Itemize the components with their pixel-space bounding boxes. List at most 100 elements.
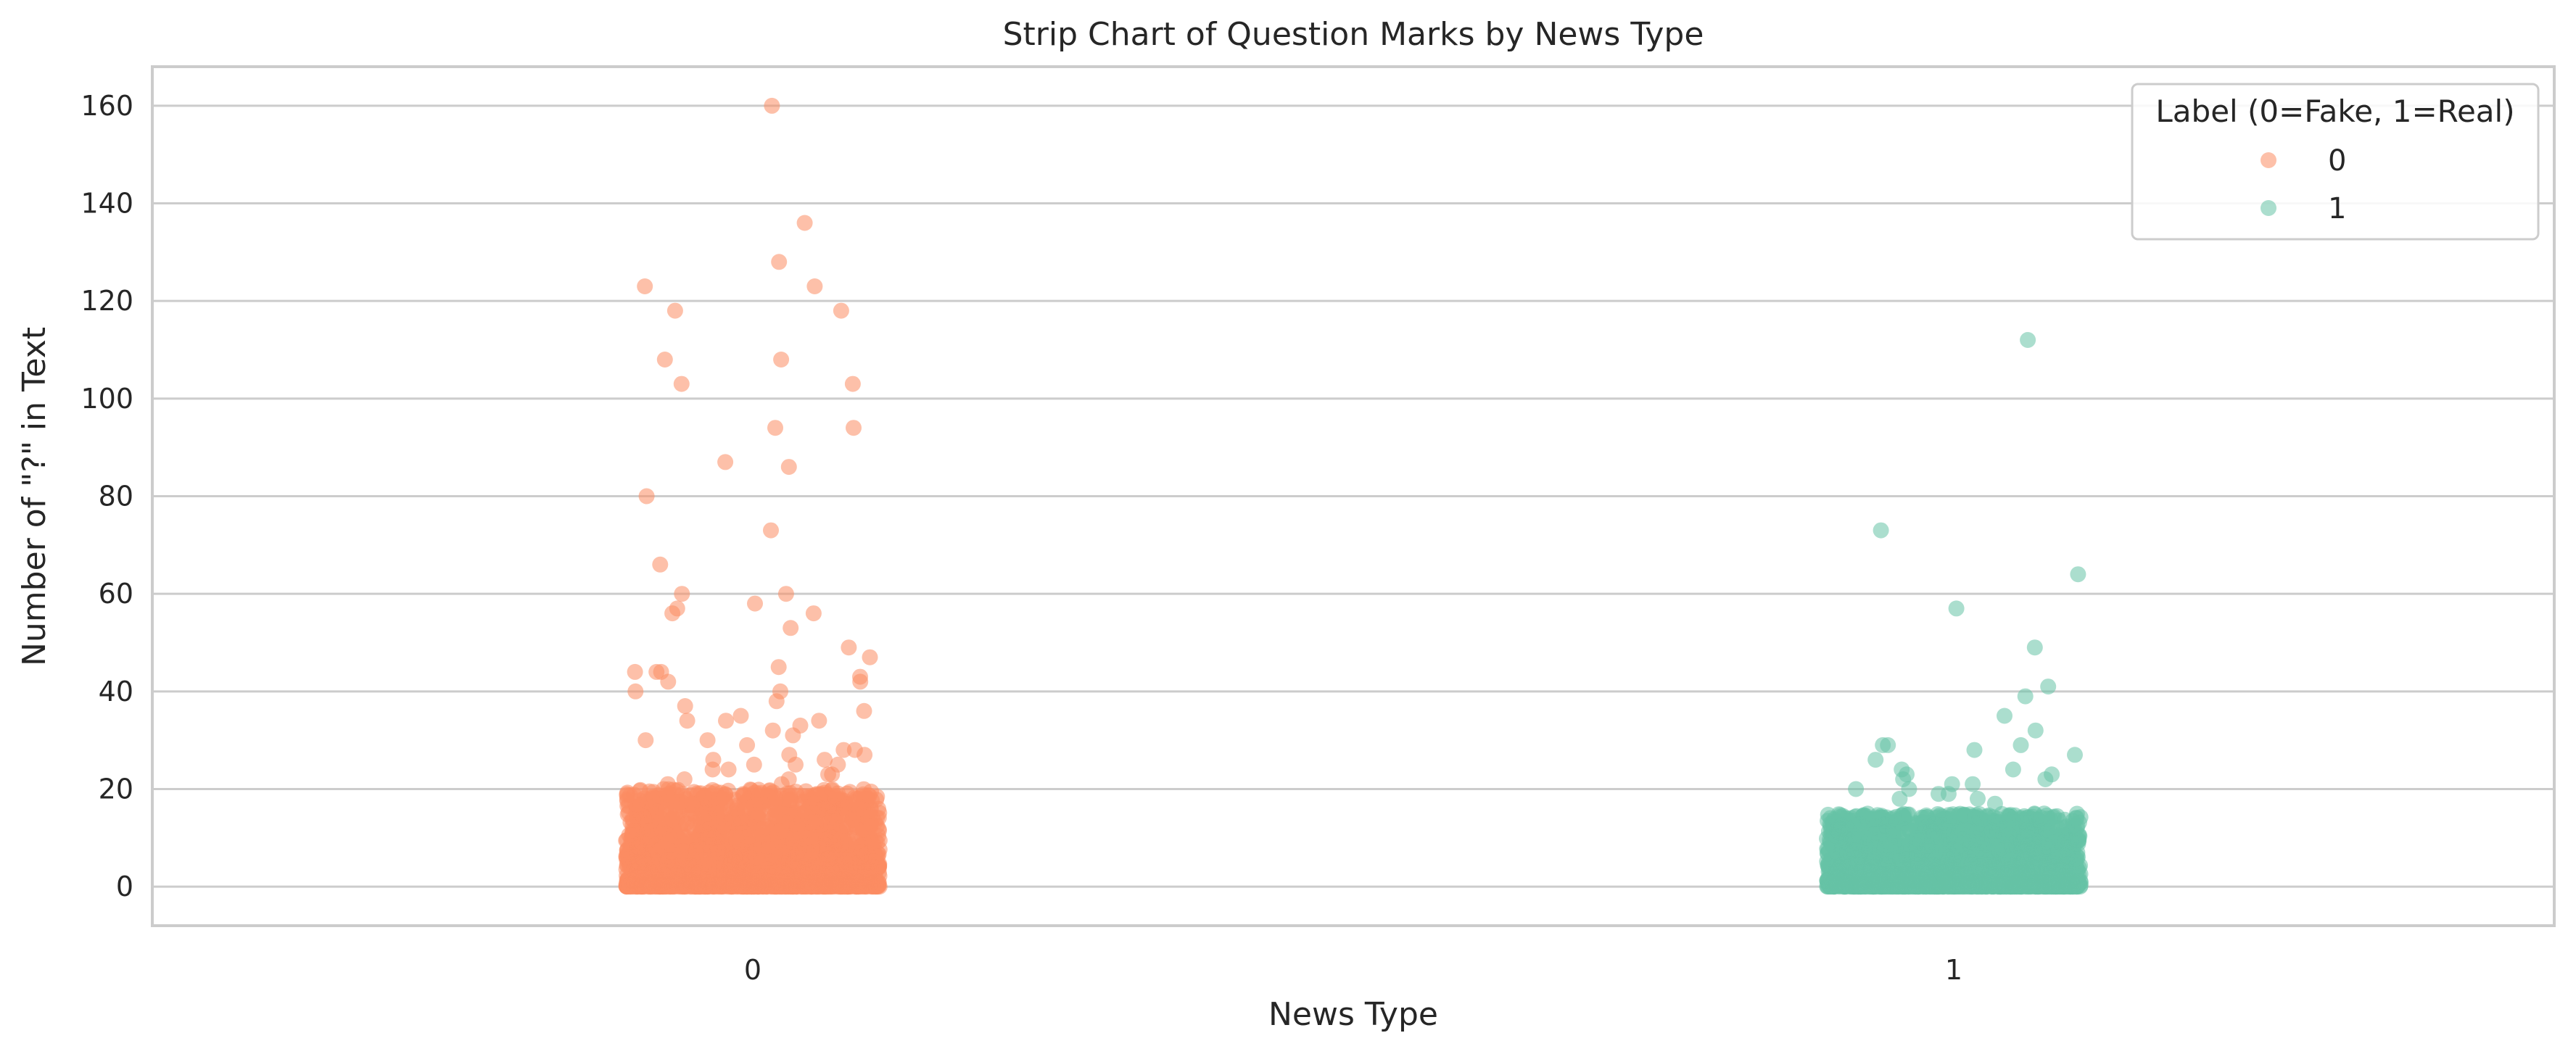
point (637, 278, 653, 294)
point (771, 808, 788, 824)
point (666, 302, 683, 319)
point (627, 683, 644, 700)
chart-title: Strip Chart of Question Marks by News Ty… (1003, 16, 1704, 53)
point (860, 787, 877, 804)
point (799, 829, 815, 846)
point (785, 831, 802, 847)
point (846, 848, 863, 865)
point (845, 810, 862, 826)
point (656, 352, 673, 368)
point (652, 556, 669, 573)
point (852, 673, 869, 690)
point (705, 879, 722, 895)
point (631, 802, 648, 819)
point (674, 586, 690, 602)
point (827, 789, 843, 805)
point (820, 766, 836, 783)
point (811, 713, 827, 729)
point (627, 663, 643, 680)
point (805, 605, 822, 622)
point (783, 620, 799, 636)
point (764, 97, 780, 114)
point (785, 727, 801, 744)
point (817, 752, 833, 768)
point (817, 837, 833, 853)
point (649, 871, 666, 887)
point (846, 420, 862, 436)
point (2071, 814, 2087, 831)
point (856, 702, 872, 719)
point (768, 693, 785, 710)
point (835, 742, 852, 758)
point (862, 649, 878, 665)
point (747, 595, 763, 612)
point (841, 784, 858, 800)
point (619, 874, 635, 891)
point (732, 707, 749, 724)
point (637, 732, 654, 749)
point (793, 864, 810, 881)
point (746, 756, 762, 773)
point (643, 822, 659, 839)
point (619, 792, 635, 809)
point (684, 796, 701, 813)
point (788, 784, 804, 800)
point (666, 823, 683, 840)
point (739, 736, 756, 753)
point (717, 454, 734, 470)
point (831, 807, 848, 823)
point (673, 375, 690, 392)
point (660, 673, 677, 690)
point (764, 722, 781, 739)
point (659, 776, 676, 792)
data-points (618, 97, 2089, 895)
series-1 (1819, 332, 2089, 895)
point (841, 639, 857, 656)
point (863, 860, 879, 876)
point (870, 848, 886, 865)
point (763, 522, 779, 539)
point (773, 352, 790, 368)
point (656, 840, 672, 857)
point (753, 794, 769, 810)
point (788, 756, 804, 773)
point (761, 826, 777, 842)
point (679, 713, 695, 729)
point (727, 828, 744, 845)
point (619, 842, 635, 858)
point (764, 853, 780, 869)
point (638, 488, 655, 505)
point (677, 698, 693, 714)
point (770, 659, 787, 676)
point (648, 663, 665, 680)
point (664, 605, 681, 622)
point (796, 215, 813, 231)
point (829, 863, 846, 879)
point (699, 732, 716, 749)
point (700, 829, 717, 845)
point (789, 818, 806, 834)
point (718, 796, 735, 813)
point (624, 818, 641, 834)
point (681, 872, 698, 888)
point (830, 832, 847, 849)
point (798, 802, 814, 819)
point (648, 853, 665, 870)
point (714, 834, 731, 851)
point (676, 771, 693, 787)
point (743, 804, 760, 821)
point (777, 586, 794, 602)
point (702, 816, 719, 833)
point (767, 420, 783, 436)
point (636, 854, 653, 871)
point (720, 761, 737, 778)
point (780, 876, 796, 893)
point (771, 254, 788, 270)
point (780, 459, 797, 476)
point (735, 869, 752, 886)
point (858, 879, 875, 895)
point (820, 850, 836, 867)
point (748, 849, 765, 866)
point (804, 790, 821, 807)
point (684, 818, 701, 835)
